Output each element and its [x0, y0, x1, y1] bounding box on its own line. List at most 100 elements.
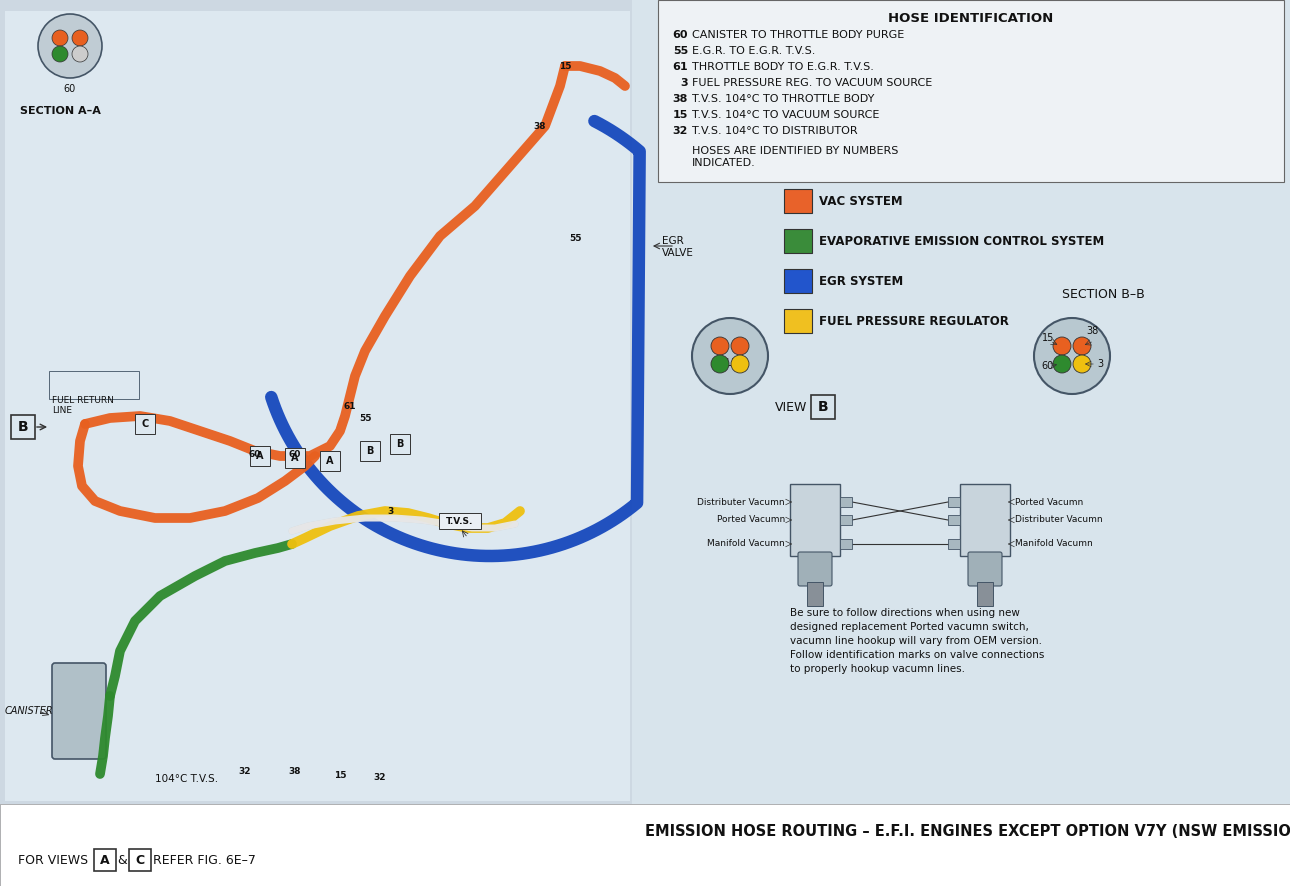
FancyBboxPatch shape [789, 484, 840, 556]
Text: THROTTLE BODY TO E.G.R. T.V.S.: THROTTLE BODY TO E.G.R. T.V.S. [691, 62, 873, 72]
FancyBboxPatch shape [948, 497, 960, 507]
Circle shape [52, 30, 68, 46]
FancyBboxPatch shape [784, 229, 811, 253]
Text: 55: 55 [673, 46, 688, 56]
Text: 15: 15 [559, 61, 571, 71]
FancyBboxPatch shape [135, 414, 155, 434]
FancyBboxPatch shape [784, 189, 811, 213]
Circle shape [1053, 337, 1071, 355]
Text: 60: 60 [289, 449, 301, 458]
Text: T.V.S. 104°C TO DISTRIBUTOR: T.V.S. 104°C TO DISTRIBUTOR [691, 126, 858, 136]
FancyBboxPatch shape [799, 552, 832, 586]
FancyBboxPatch shape [129, 849, 151, 871]
FancyBboxPatch shape [5, 11, 630, 801]
Circle shape [731, 355, 749, 373]
FancyBboxPatch shape [977, 582, 993, 606]
Text: 32: 32 [374, 773, 386, 782]
FancyBboxPatch shape [632, 0, 1290, 804]
Text: REFER FIG. 6E–7: REFER FIG. 6E–7 [154, 853, 255, 867]
FancyBboxPatch shape [808, 582, 823, 606]
Circle shape [711, 355, 729, 373]
Text: 15: 15 [334, 772, 346, 781]
FancyBboxPatch shape [360, 441, 381, 461]
Text: HOSE IDENTIFICATION: HOSE IDENTIFICATION [889, 12, 1054, 25]
Text: FUEL PRESSURE REG. TO VACUUM SOURCE: FUEL PRESSURE REG. TO VACUUM SOURCE [691, 78, 933, 88]
Text: 32: 32 [672, 126, 688, 136]
Circle shape [691, 318, 768, 394]
FancyBboxPatch shape [12, 415, 35, 439]
Text: CANISTER TO THROTTLE BODY PURGE: CANISTER TO THROTTLE BODY PURGE [691, 30, 904, 40]
Text: A: A [326, 456, 334, 466]
Text: 61: 61 [672, 62, 688, 72]
Circle shape [711, 337, 729, 355]
Text: B: B [396, 439, 404, 449]
Text: 3: 3 [387, 508, 393, 517]
Text: 3: 3 [680, 78, 688, 88]
FancyBboxPatch shape [784, 269, 811, 293]
Text: SECTION A–A: SECTION A–A [21, 106, 101, 116]
Text: SECTION B–B: SECTION B–B [1062, 288, 1144, 301]
Text: HOSES ARE IDENTIFIED BY NUMBERS
INDICATED.: HOSES ARE IDENTIFIED BY NUMBERS INDICATE… [691, 146, 898, 168]
Text: PLUG: PLUG [720, 358, 747, 368]
Text: 61: 61 [343, 401, 356, 410]
FancyBboxPatch shape [840, 539, 851, 549]
Circle shape [72, 46, 88, 62]
Text: C: C [135, 853, 144, 867]
Text: T.V.S. 104°C TO VACUUM SOURCE: T.V.S. 104°C TO VACUUM SOURCE [691, 110, 880, 120]
Text: EGR SYSTEM: EGR SYSTEM [819, 275, 903, 287]
FancyBboxPatch shape [840, 515, 851, 525]
Text: 38: 38 [1086, 326, 1098, 336]
Text: Distributer Vacumn: Distributer Vacumn [698, 498, 786, 507]
Text: A: A [292, 453, 299, 463]
FancyBboxPatch shape [948, 515, 960, 525]
Text: Ported Vacumn: Ported Vacumn [1015, 498, 1084, 507]
Text: &: & [117, 853, 126, 867]
Text: FOR VIEWS: FOR VIEWS [18, 853, 88, 867]
Text: 32: 32 [239, 766, 252, 775]
Text: 55: 55 [569, 234, 582, 243]
Text: 55: 55 [359, 414, 372, 423]
Text: B: B [366, 446, 374, 456]
Text: 60: 60 [672, 30, 688, 40]
Text: 60: 60 [1042, 361, 1054, 371]
Circle shape [37, 14, 102, 78]
FancyBboxPatch shape [320, 451, 341, 471]
FancyBboxPatch shape [840, 497, 851, 507]
Text: 15: 15 [672, 110, 688, 120]
Text: C: C [142, 419, 148, 429]
Circle shape [1053, 355, 1071, 373]
Circle shape [1035, 318, 1109, 394]
Text: 38: 38 [289, 766, 302, 775]
FancyBboxPatch shape [390, 434, 410, 454]
Circle shape [1073, 355, 1091, 373]
Text: 60: 60 [64, 84, 76, 94]
Text: 3: 3 [1096, 359, 1103, 369]
FancyBboxPatch shape [94, 849, 116, 871]
Text: 38: 38 [534, 121, 546, 130]
Circle shape [1073, 337, 1091, 355]
Text: VIEW: VIEW [774, 400, 808, 414]
Text: Manifold Vacumn: Manifold Vacumn [707, 540, 786, 548]
Text: FUEL PRESSURE REGULATOR: FUEL PRESSURE REGULATOR [819, 315, 1009, 328]
FancyBboxPatch shape [811, 395, 835, 419]
Text: EMISSION HOSE ROUTING – E.F.I. ENGINES EXCEPT OPTION V7Y (NSW EMISSION REQUIREME: EMISSION HOSE ROUTING – E.F.I. ENGINES E… [645, 825, 1290, 840]
Text: 15: 15 [1042, 333, 1054, 343]
Text: A: A [101, 853, 110, 867]
FancyBboxPatch shape [948, 539, 960, 549]
Text: 104°C T.V.S.: 104°C T.V.S. [155, 774, 218, 784]
Circle shape [52, 46, 68, 62]
Text: B: B [818, 400, 828, 414]
Text: EVAPORATIVE EMISSION CONTROL SYSTEM: EVAPORATIVE EMISSION CONTROL SYSTEM [819, 235, 1104, 247]
Text: 38: 38 [672, 94, 688, 104]
Text: VAC SYSTEM: VAC SYSTEM [819, 195, 903, 207]
Text: T.V.S.: T.V.S. [446, 517, 473, 525]
FancyBboxPatch shape [285, 448, 304, 468]
Text: Be sure to follow directions when using new
designed replacement Ported vacumn s: Be sure to follow directions when using … [789, 608, 1045, 674]
FancyBboxPatch shape [960, 484, 1010, 556]
Text: E.G.R. TO E.G.R. T.V.S.: E.G.R. TO E.G.R. T.V.S. [691, 46, 815, 56]
FancyBboxPatch shape [250, 446, 270, 466]
Text: EGR
VALVE: EGR VALVE [662, 236, 694, 258]
Circle shape [72, 30, 88, 46]
Circle shape [731, 337, 749, 355]
Text: CANISTER: CANISTER [5, 706, 54, 716]
